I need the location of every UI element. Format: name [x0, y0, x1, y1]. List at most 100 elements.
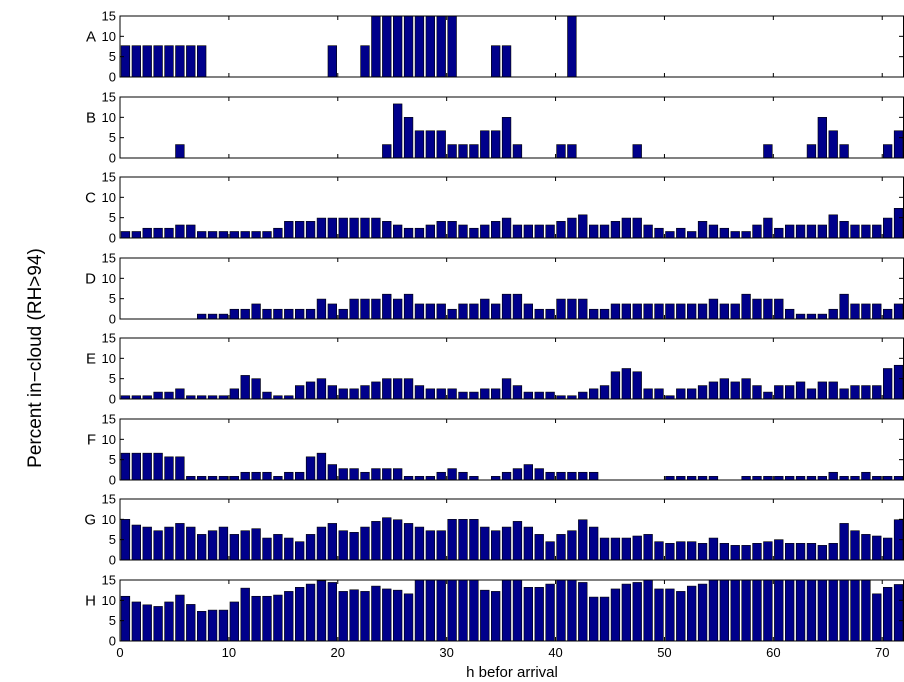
bar — [752, 543, 762, 561]
bar — [589, 308, 599, 320]
bar — [175, 594, 185, 642]
bar — [545, 391, 555, 400]
bar — [218, 313, 229, 320]
bar — [393, 224, 403, 239]
bar — [295, 221, 305, 239]
bar — [436, 130, 446, 159]
bar — [687, 388, 697, 400]
y-tick-label: 15 — [102, 170, 116, 185]
bar — [284, 221, 294, 239]
bar — [393, 519, 403, 561]
bar — [164, 526, 174, 561]
bar — [360, 217, 370, 239]
bar — [305, 456, 316, 481]
bar — [295, 471, 305, 481]
bar — [491, 303, 501, 320]
bar — [175, 523, 185, 561]
bar — [643, 388, 653, 400]
bar — [218, 476, 229, 481]
bar — [741, 378, 751, 400]
y-tick-label: 15 — [102, 251, 116, 266]
bar — [251, 303, 261, 320]
bar — [883, 368, 893, 400]
y-tick-label: 5 — [109, 291, 116, 306]
bar — [425, 388, 435, 400]
bar — [382, 588, 392, 642]
bar — [785, 476, 795, 481]
bar — [654, 303, 664, 320]
bar — [469, 144, 479, 159]
bar — [153, 606, 163, 642]
bar — [436, 303, 446, 320]
bar — [349, 217, 359, 239]
bar — [229, 388, 239, 400]
bar — [643, 224, 653, 239]
y-tick-label: 10 — [102, 190, 116, 205]
bar — [676, 591, 686, 642]
bar — [741, 579, 751, 642]
bar — [893, 208, 904, 239]
bar — [469, 579, 479, 642]
bar — [197, 611, 207, 642]
bar — [295, 541, 305, 561]
bar — [687, 303, 697, 320]
bar — [393, 378, 403, 400]
bar — [795, 224, 806, 239]
bar — [447, 15, 457, 78]
bar — [414, 15, 425, 78]
bar — [131, 524, 141, 561]
bar — [850, 530, 860, 561]
bar — [839, 293, 849, 320]
bar — [316, 580, 327, 642]
bar — [708, 298, 719, 320]
bar — [589, 224, 599, 239]
bar — [360, 45, 370, 78]
bar — [741, 545, 751, 561]
bar — [284, 308, 294, 320]
bar — [828, 543, 838, 561]
bar — [164, 601, 174, 642]
panel-a: 0 5 10 15 A — [86, 9, 904, 85]
bar — [883, 217, 893, 239]
bar — [153, 227, 163, 239]
bar — [186, 526, 196, 561]
bar — [316, 526, 327, 561]
y-tick-label: 15 — [102, 9, 116, 24]
bar — [785, 543, 795, 561]
bar — [774, 385, 784, 400]
bar — [599, 224, 610, 239]
bar — [349, 589, 359, 642]
bar — [828, 214, 838, 239]
bar — [120, 452, 131, 481]
bar — [403, 523, 414, 561]
bar — [197, 45, 207, 78]
bar — [229, 308, 239, 320]
bar — [501, 217, 512, 239]
bar — [828, 381, 838, 400]
panel-label: E — [86, 350, 96, 367]
bar — [458, 519, 468, 561]
bar — [599, 385, 610, 400]
panel-label: G — [84, 511, 96, 528]
bar — [142, 604, 152, 642]
bar — [175, 224, 185, 239]
bar — [839, 221, 849, 239]
bar — [512, 579, 523, 642]
bar — [491, 130, 501, 159]
bar — [480, 526, 490, 561]
bar — [316, 217, 327, 239]
bar — [752, 224, 762, 239]
bar — [284, 537, 294, 561]
bar — [436, 15, 446, 78]
bar — [752, 298, 762, 320]
bar — [817, 117, 827, 159]
bar — [382, 221, 392, 239]
bar — [893, 130, 904, 159]
bar — [305, 308, 316, 320]
bar — [763, 391, 773, 400]
bar — [697, 476, 708, 481]
bar — [545, 541, 555, 561]
bar — [872, 224, 882, 239]
x-tick-label: 60 — [766, 645, 780, 660]
bar — [795, 579, 806, 642]
